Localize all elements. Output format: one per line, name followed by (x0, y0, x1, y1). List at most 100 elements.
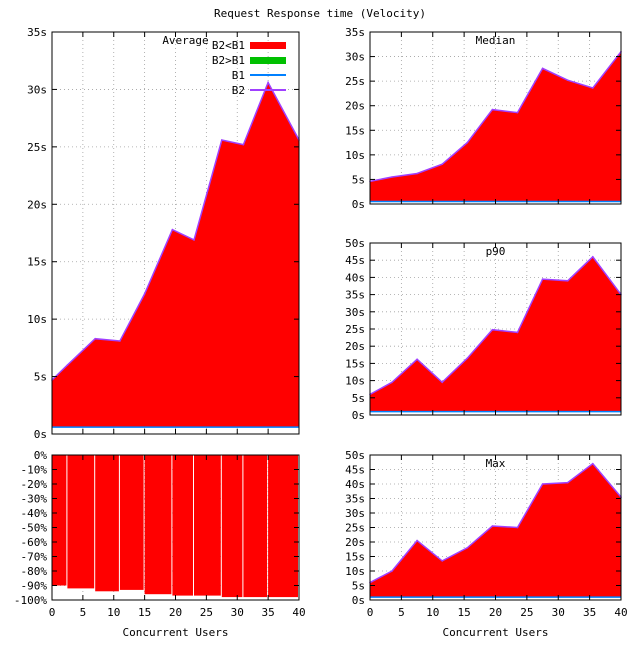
data-point-b1 (143, 293, 146, 295)
data-point-b1 (516, 526, 519, 529)
y-tick-label: 40s (345, 478, 365, 491)
y-tick-label: 5s (352, 580, 365, 593)
legend-swatch (250, 42, 286, 49)
data-point-b1 (242, 143, 245, 146)
y-tick-label: -70% (21, 551, 48, 564)
y-tick-label: 0% (34, 449, 48, 462)
data-point-b1 (416, 539, 418, 542)
x-tick-label: 0 (49, 606, 56, 619)
y-tick-label: 0s (352, 198, 365, 211)
panel-title-median: Median (476, 34, 516, 47)
y-tick-label: 20s (345, 100, 365, 113)
data-point-b1 (193, 239, 195, 241)
diff-bar (172, 455, 193, 596)
y-tick-label: 15s (345, 551, 365, 564)
panel-median: 0s 5s 10s 15s 20s 25s 30s 35s Median (345, 26, 622, 211)
panel-p90: 0s 5s 10s 15s 20s 25s 30s 35s 40s 45s 50s p90 (345, 237, 622, 422)
y-tick-label: 0s (352, 409, 365, 422)
data-point-b1 (466, 357, 469, 360)
x-axis-label: Concurrent Users (123, 626, 229, 639)
y-tick-label: 10s (345, 375, 365, 388)
data-point-b1 (66, 364, 69, 366)
x-tick-label: 10 (426, 606, 439, 619)
x-tick-label: 30 (552, 606, 565, 619)
diff-bar (119, 455, 144, 590)
diff-bar (52, 455, 67, 586)
data-point-b1 (267, 81, 269, 84)
diff-bar (221, 455, 243, 598)
y-tick-label: 30s (345, 51, 365, 64)
data-point-b1 (491, 108, 494, 111)
y-tick-label: -80% (21, 565, 48, 578)
y-tick-label: -30% (21, 493, 48, 506)
x-tick-label: 0 (367, 606, 374, 619)
x-tick-label: 40 (614, 606, 627, 619)
y-tick-label: 25s (345, 323, 365, 336)
legend: B2<B1 B2>B1 B1 B2 (212, 39, 286, 97)
data-point-b1 (541, 483, 544, 485)
x-tick-label: 25 (520, 606, 533, 619)
y-tick-label: -20% (21, 478, 48, 491)
area-b2-lt-b1 (370, 256, 621, 412)
y-tick-label: 10s (27, 313, 47, 326)
panel-title-p90: p90 (486, 245, 506, 258)
y-tick-label: 35s (345, 289, 365, 302)
data-point-b1 (466, 141, 469, 144)
data-point-b1 (466, 547, 469, 549)
data-point-b1 (592, 87, 594, 89)
data-point-b1 (221, 139, 223, 141)
data-point-b1 (441, 381, 444, 384)
y-tick-label: -40% (21, 507, 48, 520)
area-b2-lt-b1 (370, 463, 621, 598)
y-tick-label: 30s (345, 507, 365, 520)
y-tick-label: 30s (27, 83, 47, 96)
y-tick-label: 10s (345, 149, 365, 162)
y-tick-label: 15s (345, 357, 365, 370)
y-tick-label: 25s (345, 522, 365, 535)
diff-bar (95, 455, 119, 592)
y-tick-label: 50s (345, 449, 365, 462)
y-tick-label: 40s (345, 271, 365, 284)
y-tick-label: 5s (34, 371, 47, 384)
y-tick-label: 0s (352, 594, 365, 607)
y-tick-label: -90% (21, 580, 48, 593)
data-point-b1 (491, 525, 494, 527)
x-tick-label: 5 (80, 606, 87, 619)
data-point-b1 (516, 111, 519, 114)
diff-bar (67, 455, 95, 589)
data-point-b1 (391, 570, 393, 572)
diff-bar (144, 455, 172, 595)
y-tick-label: 45s (345, 464, 365, 477)
y-tick-label: 0s (34, 428, 47, 441)
y-tick-label: 5s (352, 392, 365, 405)
diff-bar (194, 455, 221, 596)
y-tick-label: -100% (14, 594, 47, 607)
data-point-b1 (592, 255, 594, 258)
y-tick-label: -50% (21, 522, 48, 535)
panel-title-max: Max (486, 457, 506, 470)
legend-label: B2>B1 (212, 54, 245, 67)
data-point-b1 (171, 228, 174, 231)
y-tick-label: 10s (345, 565, 365, 578)
x-tick-label: 25 (200, 606, 213, 619)
diff-bar (268, 455, 298, 598)
y-tick-label: 35s (345, 26, 365, 39)
data-point-b1 (491, 328, 494, 331)
legend-label: B1 (232, 69, 245, 82)
legend-label: B2 (232, 84, 245, 97)
y-tick-label: -60% (21, 536, 48, 549)
data-point-b1 (566, 280, 569, 282)
data-point-b1 (541, 278, 544, 280)
data-point-b1 (119, 340, 121, 342)
data-point-b1 (541, 67, 544, 70)
data-point-b1 (516, 331, 519, 334)
y-tick-label: 5s (352, 173, 365, 186)
panel-title-average: Average (162, 34, 208, 47)
data-point-b1 (416, 358, 418, 361)
data-point-b1 (416, 172, 418, 175)
data-point-b1 (441, 560, 444, 562)
x-tick-label: 10 (107, 606, 120, 619)
